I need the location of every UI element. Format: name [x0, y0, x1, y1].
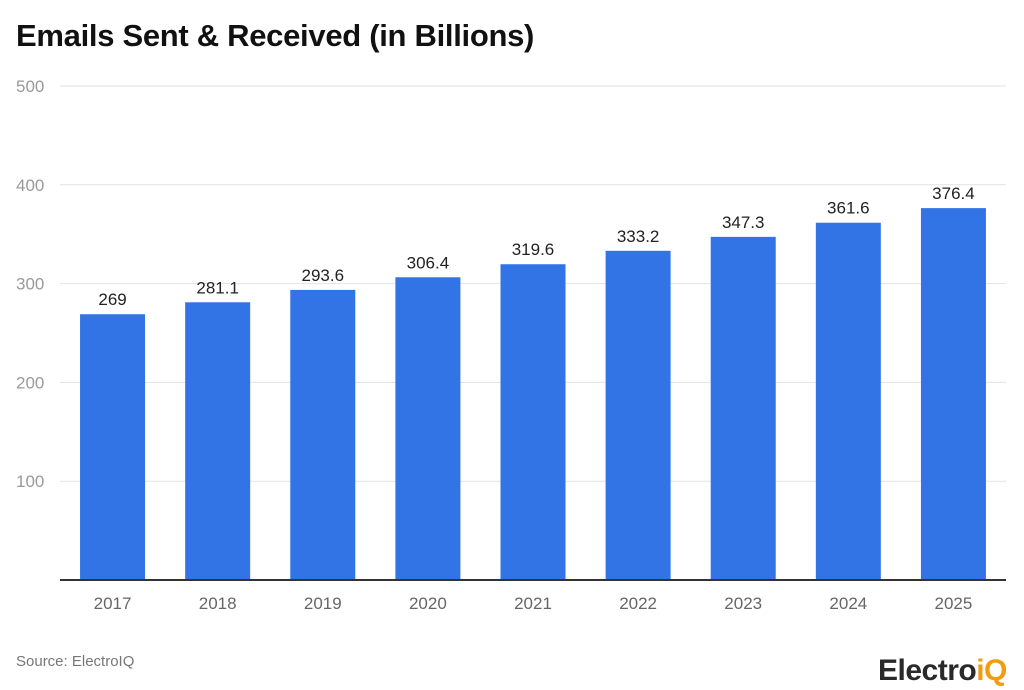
data-label: 269	[98, 290, 126, 309]
bar	[710, 236, 776, 580]
data-label: 319.6	[512, 240, 555, 259]
bar	[185, 302, 251, 580]
x-tick-label: 2019	[304, 594, 342, 613]
y-tick-label: 300	[16, 275, 44, 294]
bars	[80, 208, 986, 580]
y-tick-label: 100	[16, 472, 44, 491]
data-label: 361.6	[827, 199, 870, 218]
x-tick-label: 2023	[724, 594, 762, 613]
electroiq-logo: ElectroiQ	[878, 654, 1007, 688]
data-label: 306.4	[407, 253, 450, 272]
data-label: 376.4	[932, 184, 975, 203]
x-tick-label: 2018	[199, 594, 237, 613]
bar	[500, 264, 566, 580]
bar-chart: 269 281.1 293.6 306.4 319.6 333.2 347.3 361.6 37…	[16, 77, 1006, 613]
data-label: 293.6	[302, 266, 345, 285]
y-tick-label: 400	[16, 176, 44, 195]
x-tick-label: 2020	[409, 594, 447, 613]
data-label: 347.3	[722, 213, 765, 232]
chart-title: Emails Sent & Received (in Billions)	[16, 18, 535, 53]
data-labels: 269 281.1 293.6 306.4 319.6 333.2 347.3 361.6 37…	[98, 184, 974, 309]
y-tick-labels: 100 200 300 400 500	[16, 77, 44, 491]
x-tick-label: 2017	[94, 594, 132, 613]
y-tick-label: 200	[16, 373, 44, 392]
bar	[80, 314, 146, 580]
data-label: 333.2	[617, 227, 660, 246]
bar	[290, 289, 356, 580]
logo-text-accent: iQ	[976, 654, 1007, 687]
bar	[920, 208, 986, 580]
x-tick-label: 2021	[514, 594, 552, 613]
x-tick-label: 2025	[935, 594, 973, 613]
y-tick-label: 500	[16, 77, 44, 96]
source-note: Source: ElectroIQ	[16, 653, 135, 670]
logo-text-main: Electro	[878, 654, 977, 687]
bar	[815, 222, 881, 580]
x-tick-label: 2022	[619, 594, 657, 613]
x-tick-labels: 2017 2018 2019 2020 2021 2022 2023 2024 2025	[94, 594, 973, 613]
x-tick-label: 2024	[829, 594, 867, 613]
bar	[395, 277, 461, 580]
data-label: 281.1	[196, 278, 239, 297]
bar	[605, 250, 671, 580]
